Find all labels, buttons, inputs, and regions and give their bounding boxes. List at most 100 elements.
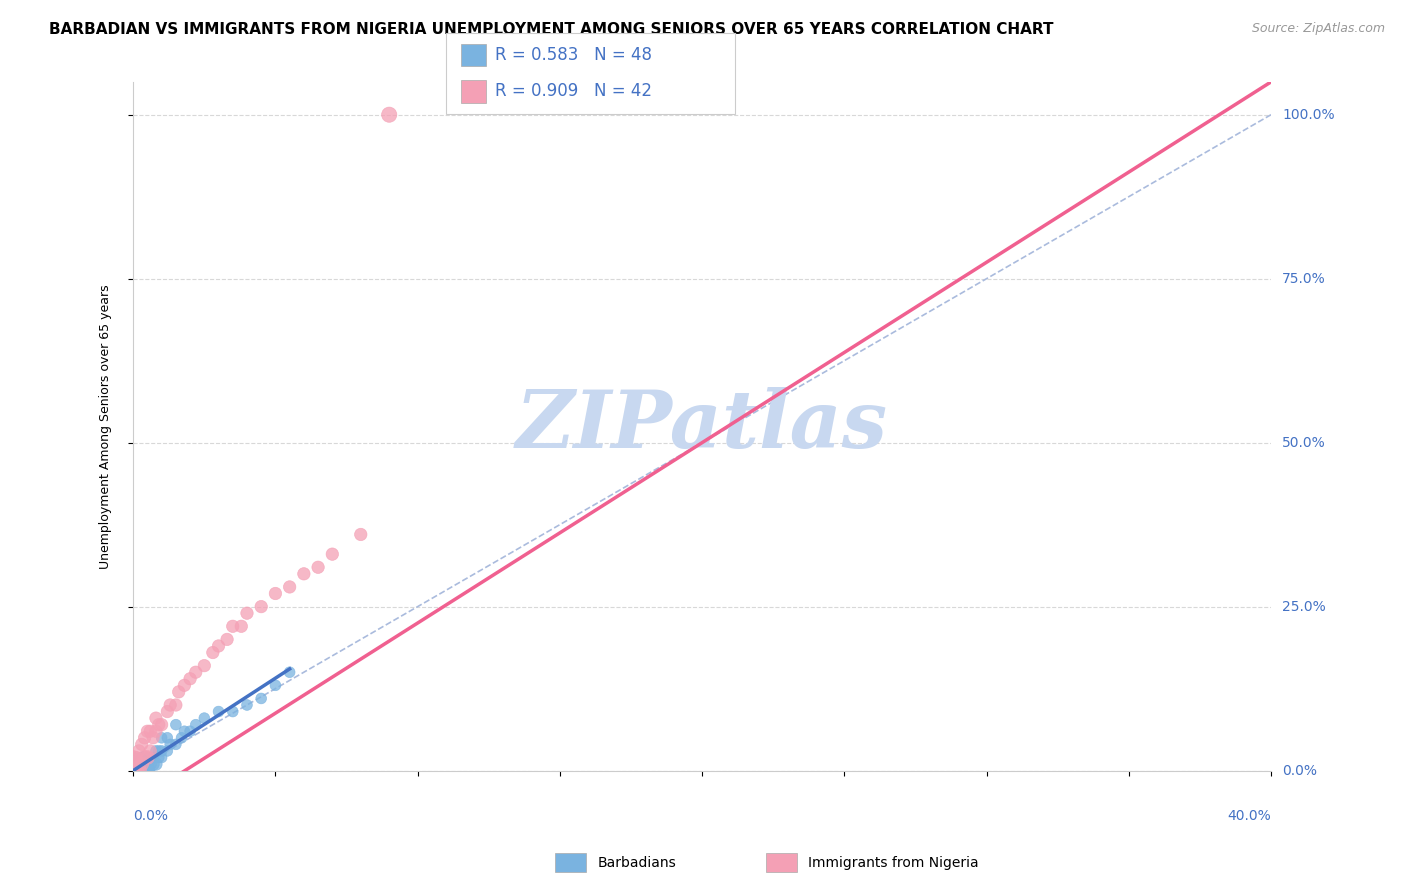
Point bbox=[122, 764, 145, 778]
Point bbox=[122, 764, 145, 778]
Point bbox=[193, 711, 215, 725]
Point bbox=[148, 750, 170, 764]
Point bbox=[128, 744, 150, 758]
Point bbox=[159, 698, 181, 712]
Point bbox=[125, 764, 148, 778]
Point bbox=[131, 737, 153, 751]
Point bbox=[150, 731, 173, 745]
Point bbox=[170, 731, 193, 745]
Point bbox=[278, 665, 301, 680]
Point bbox=[173, 678, 195, 692]
Text: 40.0%: 40.0% bbox=[1227, 809, 1271, 823]
Text: 100.0%: 100.0% bbox=[1282, 108, 1334, 121]
Point bbox=[148, 744, 170, 758]
Point bbox=[131, 757, 153, 772]
Point bbox=[145, 711, 167, 725]
Text: BARBADIAN VS IMMIGRANTS FROM NIGERIA UNEMPLOYMENT AMONG SENIORS OVER 65 YEARS CO: BARBADIAN VS IMMIGRANTS FROM NIGERIA UNE… bbox=[49, 22, 1053, 37]
Text: Barbadians: Barbadians bbox=[598, 855, 676, 870]
Point bbox=[139, 757, 162, 772]
Point bbox=[134, 750, 156, 764]
Point bbox=[250, 691, 273, 706]
Point bbox=[156, 744, 179, 758]
Point bbox=[222, 705, 245, 719]
Point bbox=[350, 527, 373, 541]
Text: 75.0%: 75.0% bbox=[1282, 272, 1326, 285]
Point bbox=[136, 724, 159, 739]
Point bbox=[167, 685, 190, 699]
Point bbox=[179, 724, 201, 739]
Point bbox=[236, 698, 259, 712]
Text: 0.0%: 0.0% bbox=[1282, 764, 1317, 778]
Point bbox=[122, 764, 145, 778]
Point bbox=[150, 750, 173, 764]
Point bbox=[128, 757, 150, 772]
Text: 50.0%: 50.0% bbox=[1282, 435, 1326, 450]
Point bbox=[215, 632, 238, 647]
Point bbox=[150, 717, 173, 731]
Point bbox=[165, 717, 187, 731]
Point bbox=[179, 672, 201, 686]
Point bbox=[122, 757, 145, 772]
Point bbox=[150, 744, 173, 758]
Point bbox=[136, 750, 159, 764]
Point bbox=[131, 764, 153, 778]
Point bbox=[136, 764, 159, 778]
Point bbox=[222, 619, 245, 633]
Point bbox=[292, 566, 315, 581]
Point bbox=[136, 750, 159, 764]
Text: Immigrants from Nigeria: Immigrants from Nigeria bbox=[808, 855, 979, 870]
Point bbox=[278, 580, 301, 594]
Point bbox=[156, 705, 179, 719]
Point bbox=[145, 724, 167, 739]
Point bbox=[236, 606, 259, 620]
Point bbox=[134, 757, 156, 772]
Point bbox=[378, 108, 401, 122]
Point bbox=[207, 705, 229, 719]
Point bbox=[148, 717, 170, 731]
Point bbox=[122, 750, 145, 764]
Point bbox=[165, 698, 187, 712]
Point bbox=[122, 757, 145, 772]
Point bbox=[131, 764, 153, 778]
Point bbox=[159, 737, 181, 751]
Point bbox=[139, 744, 162, 758]
Point bbox=[134, 764, 156, 778]
Text: R = 0.909   N = 42: R = 0.909 N = 42 bbox=[495, 82, 652, 100]
Y-axis label: Unemployment Among Seniors over 65 years: Unemployment Among Seniors over 65 years bbox=[100, 284, 112, 568]
Point bbox=[128, 764, 150, 778]
Point bbox=[201, 646, 224, 660]
Point bbox=[165, 737, 187, 751]
Point bbox=[184, 665, 207, 680]
Point bbox=[134, 750, 156, 764]
Text: ZIPatlas: ZIPatlas bbox=[516, 387, 889, 465]
Point bbox=[264, 586, 287, 600]
Text: 0.0%: 0.0% bbox=[134, 809, 169, 823]
Point bbox=[122, 750, 145, 764]
Point bbox=[307, 560, 329, 574]
Point bbox=[207, 639, 229, 653]
Point bbox=[142, 750, 165, 764]
Point bbox=[139, 724, 162, 739]
Point bbox=[193, 658, 215, 673]
Point bbox=[131, 757, 153, 772]
Point bbox=[184, 717, 207, 731]
Text: Source: ZipAtlas.com: Source: ZipAtlas.com bbox=[1251, 22, 1385, 36]
Point bbox=[134, 731, 156, 745]
Point bbox=[139, 750, 162, 764]
Point bbox=[131, 750, 153, 764]
Point bbox=[264, 678, 287, 692]
Point bbox=[145, 757, 167, 772]
Text: 25.0%: 25.0% bbox=[1282, 599, 1326, 614]
Point bbox=[321, 547, 343, 561]
Point bbox=[128, 764, 150, 778]
Point bbox=[142, 757, 165, 772]
Point bbox=[145, 744, 167, 758]
Point bbox=[136, 757, 159, 772]
Point bbox=[128, 764, 150, 778]
Point bbox=[173, 724, 195, 739]
Text: R = 0.583   N = 48: R = 0.583 N = 48 bbox=[495, 45, 652, 64]
Point bbox=[122, 757, 145, 772]
Point bbox=[142, 731, 165, 745]
Point bbox=[122, 764, 145, 778]
Point bbox=[122, 764, 145, 778]
